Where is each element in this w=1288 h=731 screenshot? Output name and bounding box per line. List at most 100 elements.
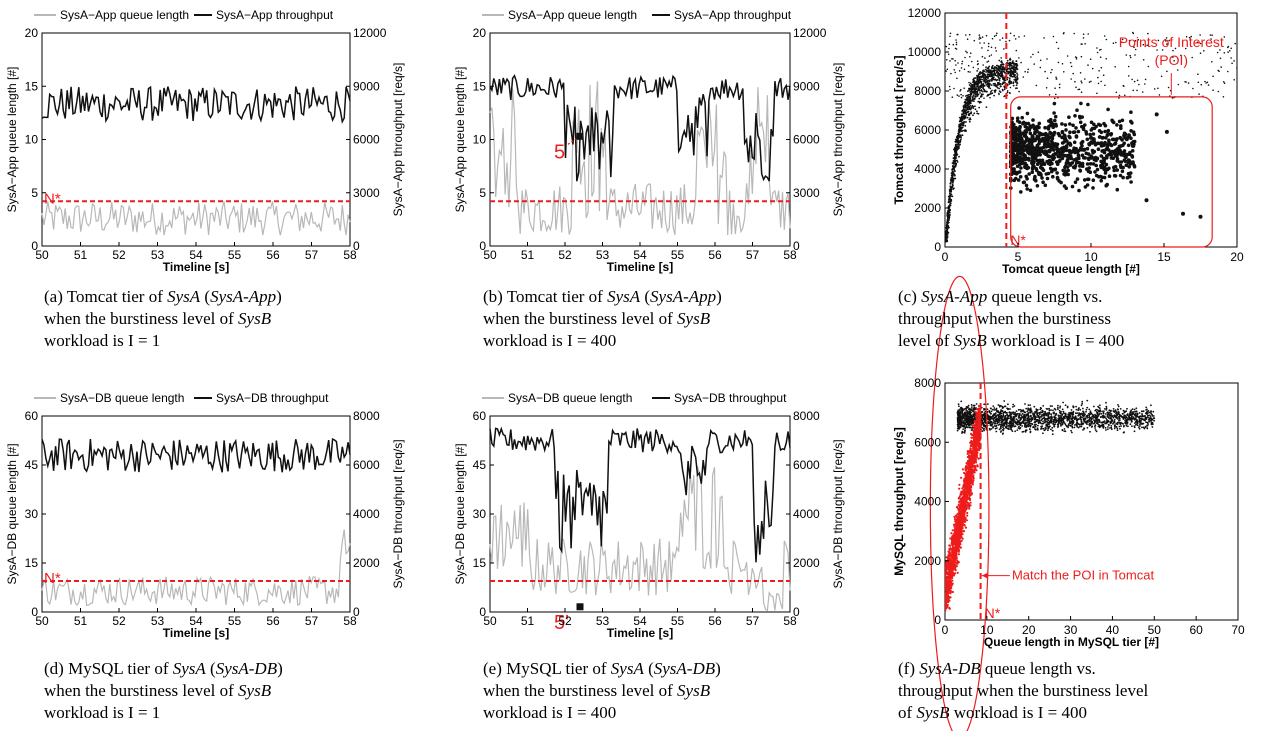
scatter-point-poi (1077, 161, 1082, 165)
scatter-point (1042, 420, 1044, 423)
scatter-point (975, 94, 977, 96)
scatter-point (962, 95, 964, 97)
scatter-point-poi (1016, 178, 1021, 182)
scatter-point (1027, 415, 1030, 418)
scatter-point (1034, 425, 1037, 428)
scatter-point (1087, 33, 1089, 35)
scatter-point (1094, 413, 1096, 416)
scatter-point (960, 67, 963, 69)
scatter-point-poi (1107, 140, 1111, 145)
scatter-point (967, 64, 970, 67)
scatter-point (961, 432, 963, 434)
scatter-point (1185, 36, 1188, 38)
y-tick-label: 12000 (908, 6, 942, 20)
scatter-point (1058, 409, 1061, 412)
scatter-point-poi (1094, 156, 1099, 161)
scatter-point (964, 426, 967, 429)
scatter-point-poi (1109, 156, 1114, 160)
scatter-point (960, 137, 963, 139)
scatter-point-poi (1086, 152, 1091, 156)
scatter-point (1131, 425, 1133, 427)
scatter-point (1147, 32, 1149, 35)
scatter-point (1099, 404, 1101, 407)
scatter-point (1064, 430, 1067, 433)
scatter-point (991, 64, 994, 67)
scatter-point (1128, 414, 1131, 417)
y-left-tick-label: 15 (473, 556, 487, 570)
scatter-point (1086, 426, 1089, 429)
scatter-point (956, 94, 959, 96)
scatter-point (1011, 412, 1014, 415)
scatter-point (972, 95, 975, 97)
scatter-point-poi (1074, 161, 1079, 165)
scatter-point-poi (1030, 155, 1034, 160)
scatter-point (1102, 411, 1105, 414)
scatter-point (987, 71, 989, 74)
scatter-point-poi (1032, 160, 1036, 165)
scatter-point (1030, 410, 1033, 412)
scatter-point (978, 77, 981, 80)
scatter-point-poi (1051, 174, 1055, 179)
scatter-point (982, 64, 984, 66)
scatter-point (1086, 399, 1089, 402)
scatter-point (947, 205, 950, 208)
scatter-point-poi (1060, 130, 1065, 135)
scatter-point (1141, 91, 1144, 93)
scatter-point (961, 113, 963, 116)
scatter-point (986, 73, 989, 76)
scatter-point (950, 72, 952, 75)
scatter-point (969, 71, 971, 73)
scatter-point (1075, 58, 1078, 60)
scatter-point-poi (1124, 155, 1128, 159)
scatter-point (1134, 40, 1137, 42)
scatter-point (1096, 47, 1098, 49)
scatter-point (1209, 34, 1212, 36)
scatter-point (1080, 55, 1083, 58)
scatter-point (1012, 73, 1015, 76)
scatter-point-poi (1049, 139, 1054, 144)
scatter-point (990, 70, 993, 73)
scatter-point-poi (1096, 147, 1101, 151)
scatter-point (1028, 411, 1030, 414)
scatter-point-poi (1049, 146, 1054, 150)
scatter-point (1079, 418, 1082, 420)
scatter-point (975, 86, 978, 88)
scatter-point (949, 60, 951, 62)
scatter-point-poi (1083, 185, 1088, 189)
scatter-point (1105, 407, 1108, 410)
x-tick-label: 53 (151, 614, 165, 628)
scatter-point (961, 110, 964, 112)
scatter-point (952, 172, 954, 175)
scatter-point-poi (1082, 147, 1087, 152)
scatter-point-poi (1109, 143, 1114, 148)
scatter-point (979, 84, 982, 87)
scatter-point (968, 93, 970, 96)
scatter-point-poi (1132, 164, 1137, 169)
scatter-point (986, 408, 989, 411)
scatter-point (1129, 56, 1132, 59)
scatter-point-poi (1013, 136, 1017, 141)
scatter-point-poi (1109, 133, 1113, 137)
scatter-point (996, 422, 999, 425)
scatter-point (1090, 412, 1093, 415)
scatter-point (999, 82, 1002, 85)
scatter-point (1135, 415, 1138, 418)
scatter-point (1117, 408, 1119, 411)
scatter-point (957, 141, 960, 144)
scatter-point (974, 105, 976, 108)
scatter-point (971, 415, 974, 418)
scatter-point (1102, 74, 1105, 76)
scatter-point (1115, 425, 1118, 428)
scatter-point (1233, 79, 1235, 81)
scatter-point (985, 78, 988, 81)
scatter-point (1150, 417, 1153, 420)
scatter-point (1052, 409, 1054, 412)
x-tick-label: 58 (783, 248, 797, 262)
scatter-point-poi (1055, 175, 1060, 180)
scatter-point-poi (1048, 143, 1053, 147)
scatter-point-poi (1052, 111, 1056, 115)
scatter-point (1087, 64, 1089, 66)
scatter-point (1057, 404, 1059, 407)
scatter-point-poi (1072, 158, 1076, 162)
scatter-point (959, 423, 962, 425)
